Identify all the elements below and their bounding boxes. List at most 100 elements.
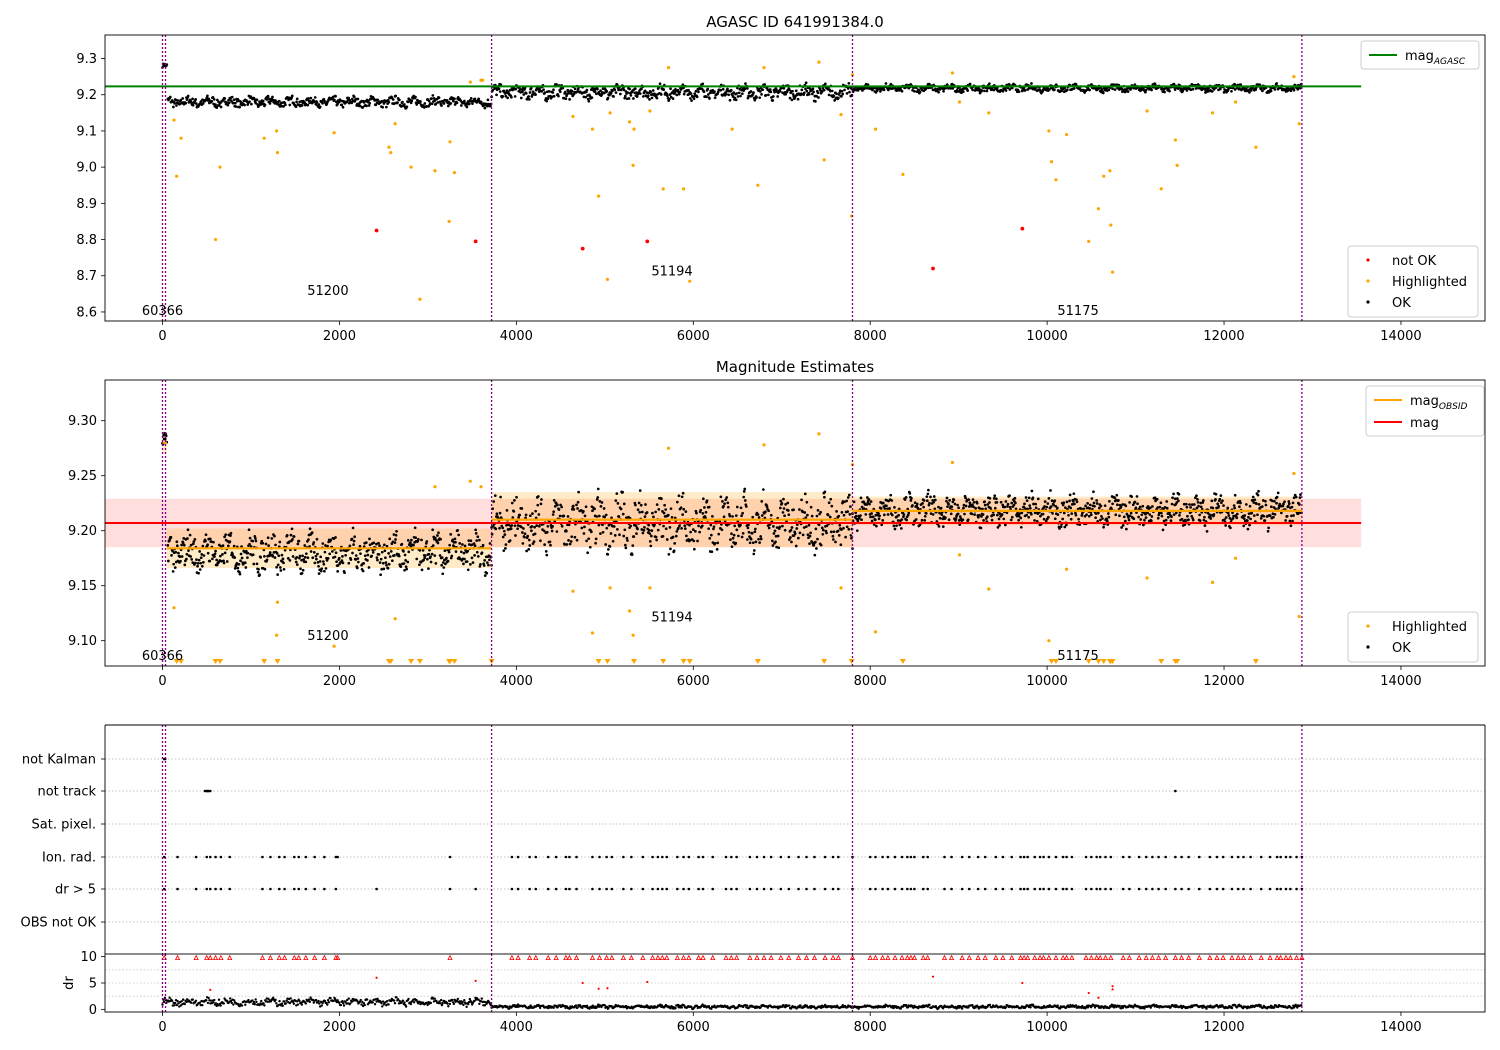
mid-ok-point bbox=[359, 552, 362, 556]
mid-ok-point bbox=[1298, 496, 1302, 499]
top-ok-point bbox=[769, 90, 773, 94]
top-highlighted-point bbox=[648, 109, 652, 113]
mid-ok-point bbox=[973, 513, 976, 517]
mid-ok-point bbox=[387, 562, 391, 566]
mid-ok-point bbox=[440, 563, 444, 567]
mid-xtick-label: 2000 bbox=[323, 674, 356, 689]
dr-ok-point bbox=[212, 1001, 215, 1004]
flag-point bbox=[711, 887, 715, 891]
mid-ok-point bbox=[908, 492, 912, 495]
mid-ok-point bbox=[1189, 505, 1192, 509]
mid-ok-point bbox=[421, 548, 425, 552]
mid-ok-point bbox=[760, 500, 764, 503]
flag-point bbox=[261, 887, 264, 891]
mid-ok-point bbox=[892, 524, 896, 528]
mid-ok-point bbox=[651, 511, 654, 515]
mid-ok-point bbox=[353, 535, 356, 539]
mid-ok-point bbox=[199, 556, 203, 560]
flag-point bbox=[1180, 855, 1183, 859]
mid-ok-point bbox=[1043, 505, 1046, 508]
flag-point bbox=[1065, 887, 1068, 891]
mid-ok-point bbox=[173, 566, 177, 569]
top-ok-point bbox=[678, 90, 682, 94]
mid-ok-point bbox=[341, 554, 344, 558]
mid-ok-point bbox=[764, 510, 767, 514]
mid-ok-point bbox=[533, 525, 536, 529]
mid-ok-point bbox=[750, 531, 754, 535]
mid-ok-point bbox=[803, 492, 807, 496]
mid-ok-point bbox=[263, 554, 266, 558]
mid-ok-point bbox=[397, 554, 401, 558]
mid-legend-label: Highlighted bbox=[1392, 620, 1467, 635]
mid-ok-point bbox=[645, 511, 649, 514]
mid-ok-point bbox=[392, 533, 396, 536]
mid-ok-point bbox=[290, 527, 294, 531]
mid-ok-point bbox=[1030, 489, 1034, 493]
flag-point bbox=[687, 887, 691, 891]
mid-ok-point bbox=[1000, 513, 1004, 516]
top-legend-marker bbox=[1366, 258, 1370, 262]
mid-ok-point bbox=[425, 540, 429, 543]
mid-ok-point bbox=[170, 554, 173, 557]
mid-ok-point bbox=[809, 505, 813, 509]
mid-ok-point bbox=[1114, 513, 1118, 517]
mid-low-marker bbox=[178, 659, 185, 664]
top-ok-point bbox=[689, 92, 693, 95]
flag-point bbox=[831, 855, 835, 859]
top-ok-point bbox=[669, 95, 673, 99]
mid-ok-point bbox=[1195, 506, 1199, 510]
mid-ok-point bbox=[593, 507, 596, 511]
mid-ok-point bbox=[1203, 515, 1206, 519]
mid-ok-point bbox=[378, 561, 382, 564]
mid-ok-point bbox=[525, 549, 528, 553]
mid-ok-point bbox=[334, 551, 338, 555]
mid-ok-point bbox=[641, 531, 645, 535]
top-xtick-label: 8000 bbox=[854, 329, 887, 344]
top-ok-point bbox=[626, 91, 630, 94]
mid-ok-point bbox=[403, 553, 407, 557]
mid-ok-point bbox=[591, 509, 594, 513]
mid-ok-point bbox=[981, 513, 985, 516]
mid-ok-point bbox=[1183, 518, 1187, 522]
mid-ok-point bbox=[304, 560, 308, 564]
mid-ok-point bbox=[805, 500, 809, 504]
mid-legend-marker bbox=[1366, 624, 1370, 628]
dr-ok-point bbox=[307, 998, 311, 1001]
top-ok-point bbox=[767, 93, 770, 97]
top-ok-point bbox=[985, 89, 989, 93]
flag-point bbox=[805, 855, 808, 859]
top-ok-point bbox=[840, 94, 843, 98]
mid-ok-point bbox=[539, 502, 543, 506]
flag-point bbox=[605, 855, 608, 859]
flag-point bbox=[906, 855, 909, 859]
mid-ok-point bbox=[337, 556, 341, 560]
dr-ok-point bbox=[373, 1003, 377, 1006]
mid-ok-point bbox=[536, 503, 540, 507]
mid-ok-point bbox=[280, 553, 284, 557]
mid-ok-point bbox=[1004, 500, 1008, 503]
top-ok-point bbox=[638, 92, 642, 95]
top-ok-point bbox=[949, 87, 953, 90]
mid-ok-point bbox=[821, 532, 825, 536]
mid-ok-point bbox=[1247, 512, 1251, 516]
flag-point bbox=[1187, 855, 1190, 859]
dr-ok-point bbox=[289, 997, 292, 1000]
mid-ok-point bbox=[494, 527, 498, 531]
mid-ok-point bbox=[1036, 497, 1040, 501]
top-ok-point bbox=[605, 89, 609, 93]
dr-ok-point bbox=[412, 1001, 416, 1004]
mid-ok-point bbox=[476, 535, 480, 539]
dr-ok-point bbox=[176, 999, 179, 1003]
top-ok-point bbox=[966, 89, 970, 93]
top-ok-point bbox=[1150, 88, 1153, 92]
mid-ok-point bbox=[367, 566, 371, 569]
top-ok-point bbox=[802, 91, 806, 95]
flag-point bbox=[269, 855, 272, 859]
mid-ok-point bbox=[962, 503, 966, 507]
mid-ok-point bbox=[893, 506, 896, 509]
top-ok-point bbox=[186, 94, 190, 98]
mid-ok-point bbox=[420, 538, 423, 542]
mid-ok-point bbox=[626, 539, 629, 542]
mid-ok-point bbox=[427, 567, 430, 570]
flag-point bbox=[208, 789, 212, 793]
